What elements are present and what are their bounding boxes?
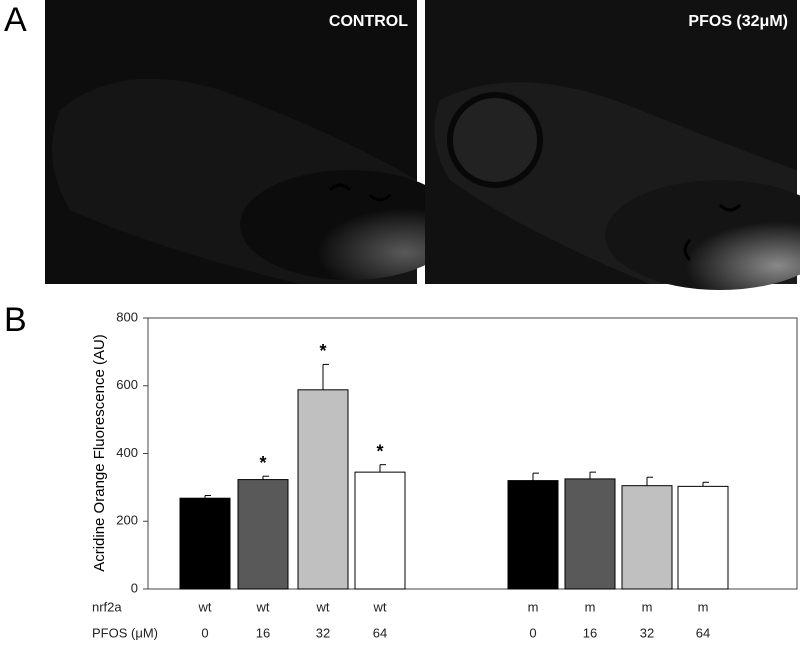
x-tick-label: wt: [373, 599, 387, 614]
panel-label: A: [4, 1, 27, 39]
row-label: PFOS (μM): [92, 625, 158, 640]
x-tick-label: m: [528, 599, 539, 614]
x-tick-label: m: [698, 599, 709, 614]
bar: [621, 485, 673, 590]
dose-label: 32: [316, 625, 330, 640]
bar: [507, 480, 559, 590]
bar: [237, 479, 289, 590]
dose-label: 0: [529, 625, 536, 640]
significance-marker: *: [259, 453, 266, 473]
x-tick-label: wt: [316, 599, 330, 614]
image-pfos: PFOS (32μM): [425, 0, 800, 290]
panel-label: B: [4, 301, 27, 339]
y-tick-label: 800: [116, 309, 138, 324]
x-tick-label: m: [585, 599, 596, 614]
dose-label: 0: [201, 625, 208, 640]
dose-label: 16: [256, 625, 270, 640]
row-label: nrf2a: [92, 599, 122, 614]
image-caption: PFOS (32μM): [688, 13, 788, 30]
bar: [179, 497, 231, 590]
significance-marker: *: [376, 441, 383, 461]
dose-label: 64: [373, 625, 387, 640]
image-control: CONTROL: [45, 0, 460, 284]
y-tick-label: 400: [116, 445, 138, 460]
x-tick-label: m: [642, 599, 653, 614]
bar: [677, 485, 729, 590]
x-tick-label: wt: [256, 599, 270, 614]
image-caption: CONTROL: [329, 13, 408, 30]
dose-label: 64: [696, 625, 710, 640]
significance-marker: *: [319, 341, 326, 361]
y-tick-label: 200: [116, 513, 138, 528]
dose-label: 32: [640, 625, 654, 640]
y-tick-label: 0: [131, 580, 138, 595]
dose-label: 16: [583, 625, 597, 640]
y-tick-label: 600: [116, 377, 138, 392]
bar: [564, 478, 616, 590]
bar: [297, 389, 349, 590]
y-axis-label: Acridine Orange Fluorescence (AU): [91, 334, 108, 572]
bar: [354, 471, 406, 590]
x-tick-label: wt: [198, 599, 212, 614]
